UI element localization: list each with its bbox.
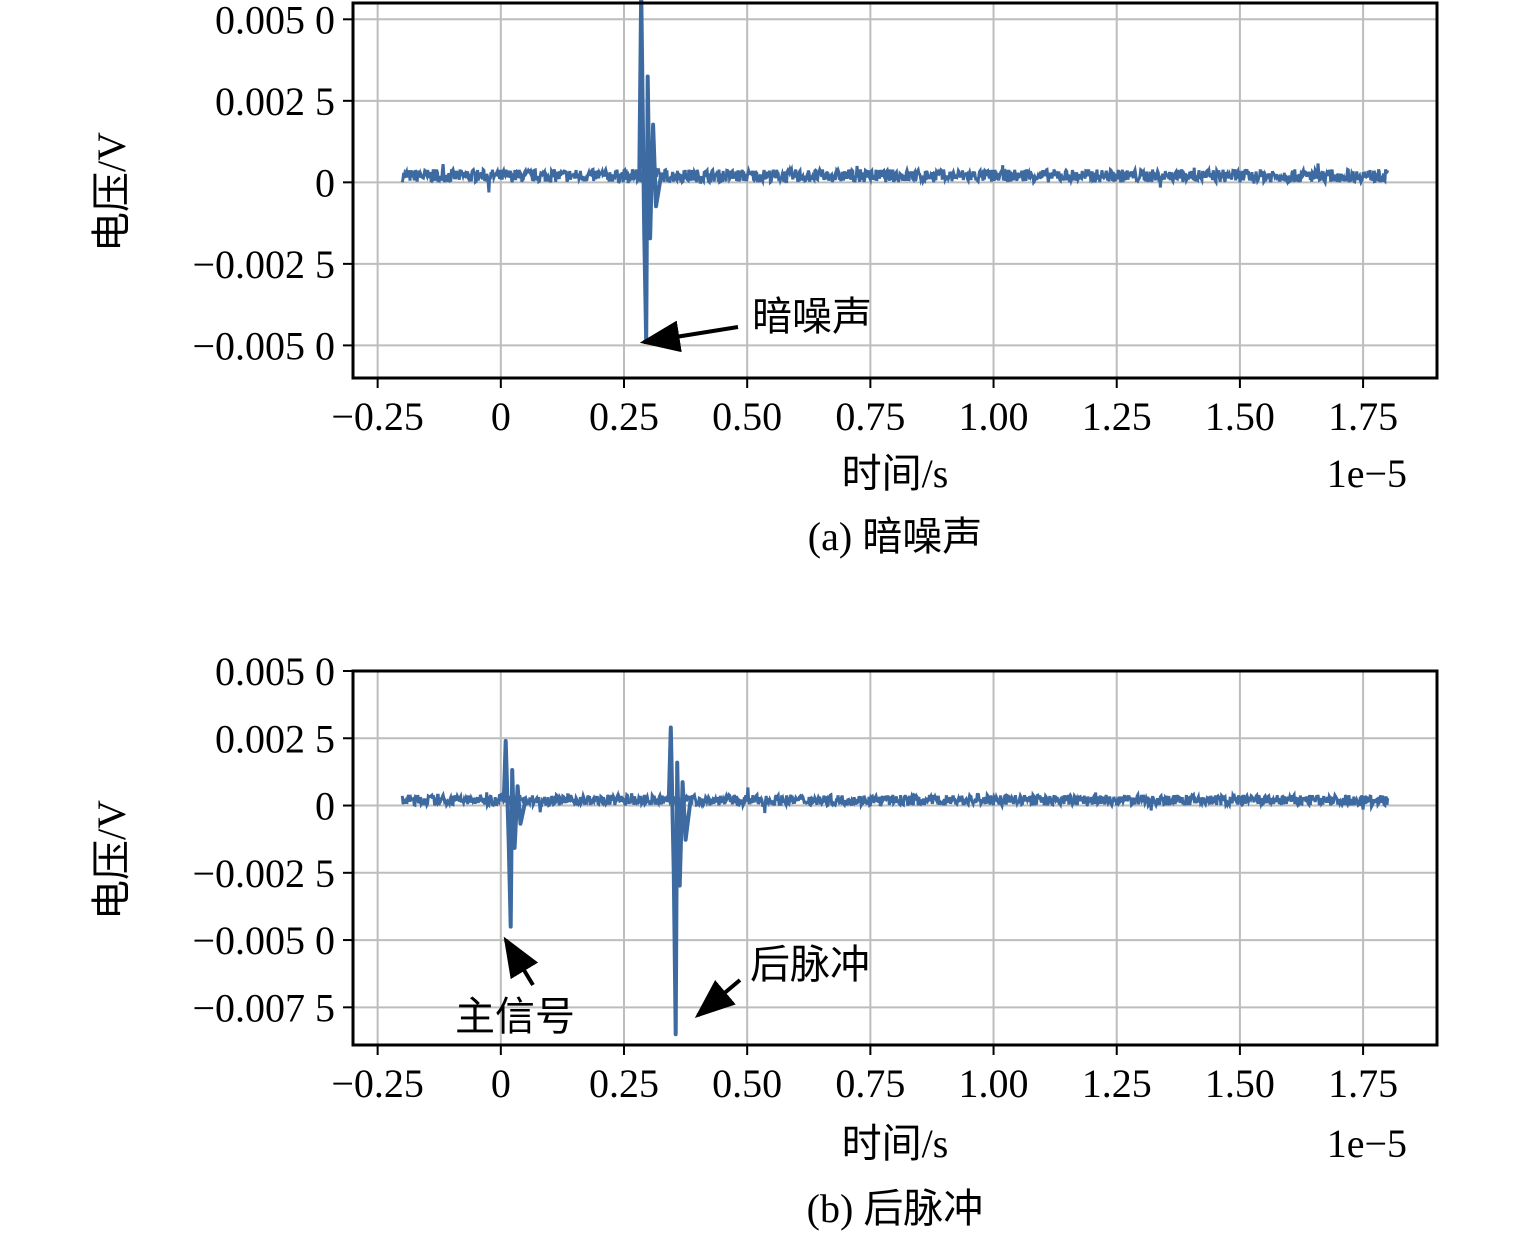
x-ticks-b: −0.25 0 0.25 0.50 0.75 1.00 1.25 1.50 1.75 — [331, 1045, 1398, 1106]
x-tick-label: 1.75 — [1328, 394, 1398, 439]
y-tick-label: 0.005 0 — [215, 649, 335, 694]
series-b — [400, 725, 1390, 1037]
x-tick-label: 1.50 — [1205, 394, 1275, 439]
axes-frame-b — [351, 669, 1439, 1047]
annotation-arrow — [639, 320, 739, 353]
y-ticks-a: 0.005 0 0.002 5 0 −0.002 5 −0.005 0 — [192, 0, 353, 368]
annotation-label: 主信号 — [455, 994, 575, 1039]
y-tick-label: −0.007 5 — [192, 985, 335, 1030]
x-tick-label: 0.75 — [835, 394, 905, 439]
y-tick-label: −0.005 0 — [192, 918, 335, 963]
annotation-arrow — [694, 978, 742, 1018]
y-tick-label: −0.005 0 — [192, 323, 335, 368]
y-tick-label: 0.005 0 — [215, 0, 335, 42]
y-tick-label: −0.002 5 — [192, 242, 335, 287]
grid-a — [353, 3, 1437, 378]
x-axis-label-b: 时间/s — [842, 1121, 949, 1166]
y-tick-label: 0 — [315, 160, 335, 205]
x-tick-label: 0.25 — [589, 394, 659, 439]
x-ticks-a: −0.25 0 0.25 0.50 0.75 1.00 1.25 1.50 1.75 — [331, 378, 1398, 439]
y-tick-label: 0.002 5 — [215, 716, 335, 761]
x-tick-label: 1.25 — [1082, 394, 1152, 439]
annotations-b: 主信号 后脉冲 — [455, 936, 870, 1039]
pulse-event — [637, 0, 663, 345]
caption-a: (a) 暗噪声 — [808, 514, 982, 559]
x-tick-label: −0.25 — [331, 394, 424, 439]
x-tick-label: 1.75 — [1328, 1061, 1398, 1106]
y-axis-label-a: 电压/V — [89, 132, 134, 252]
x-axis-label-a: 时间/s — [842, 451, 949, 496]
x-tick-label: −0.25 — [331, 1061, 424, 1106]
y-tick-label: 0 — [315, 784, 335, 829]
y-tick-label: 0.002 5 — [215, 79, 335, 124]
grid-b — [353, 670, 1437, 1045]
x-tick-label: 0.75 — [835, 1061, 905, 1106]
x-offset-label-a: 1e−5 — [1327, 451, 1407, 496]
annotation-label: 暗噪声 — [752, 294, 872, 339]
annotation-label: 后脉冲 — [750, 942, 870, 987]
x-tick-label: 0.25 — [589, 1061, 659, 1106]
series-a — [400, 0, 1390, 345]
x-tick-label: 1.00 — [959, 1061, 1029, 1106]
x-tick-label: 0.50 — [712, 394, 782, 439]
panel-b: 0.005 00.002 50−0.002 5−0.005 0−0.007 5 … — [89, 649, 1439, 1231]
x-tick-label: 0.50 — [712, 1061, 782, 1106]
caption-b: (b) 后脉冲 — [807, 1186, 984, 1231]
x-tick-label: 0 — [491, 394, 511, 439]
y-axis-label-b: 电压/V — [89, 800, 134, 920]
x-tick-label: 1.50 — [1205, 1061, 1275, 1106]
x-tick-label: 1.00 — [959, 394, 1029, 439]
x-tick-label: 1.25 — [1082, 1061, 1152, 1106]
pulse-event — [501, 739, 528, 929]
panel-a: 0.005 00.002 50−0.002 5−0.005 0 −0.25 0 0.… — [89, 0, 1439, 559]
x-tick-label: 0 — [491, 1061, 511, 1106]
pulse-event — [666, 725, 693, 1037]
signal-trace — [400, 163, 1390, 193]
signal-trace — [400, 787, 1390, 814]
annotations-a: 暗噪声 — [639, 294, 872, 353]
y-ticks-b: 0.005 0 0.002 5 0 −0.002 5 −0.005 0 −0.007 5 — [192, 649, 353, 1030]
annotation-arrow — [503, 936, 539, 987]
x-offset-label-b: 1e−5 — [1327, 1121, 1407, 1166]
axes-frame-a — [351, 1, 1439, 380]
y-tick-label: −0.002 5 — [192, 851, 335, 896]
